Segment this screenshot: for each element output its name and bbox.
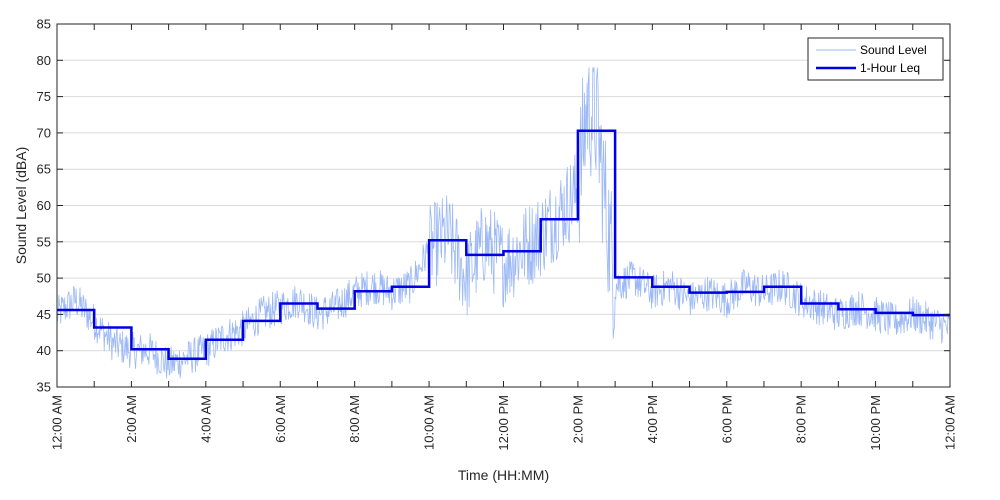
x-tick-label: 10:00 AM (422, 395, 437, 450)
x-tick-label: 10:00 PM (868, 395, 883, 451)
x-tick-label: 8:00 PM (794, 395, 809, 443)
legend-label-hourly-leq: 1-Hour Leq (860, 61, 920, 75)
x-tick-label: 8:00 AM (347, 395, 362, 443)
y-tick-label: 80 (37, 53, 51, 68)
y-tick-label: 85 (37, 17, 51, 32)
x-tick-label: 6:00 AM (273, 395, 288, 443)
y-tick-label: 45 (37, 307, 51, 322)
x-tick-label: 4:00 PM (645, 395, 660, 443)
x-tick-label: 4:00 AM (198, 395, 213, 443)
y-tick-label: 40 (37, 343, 51, 358)
y-tick-label: 50 (37, 271, 51, 286)
y-axis-label: Sound Level (dBA) (13, 147, 29, 265)
y-tick-label: 75 (37, 89, 51, 104)
y-tick-label: 55 (37, 234, 51, 249)
y-tick-label: 70 (37, 125, 51, 140)
legend-box (807, 37, 944, 81)
y-tick-labels: 35 40 45 50 55 60 65 70 75 80 85 (37, 17, 51, 395)
legend: Sound Level 1-Hour Leq (807, 37, 944, 81)
x-tick-labels: 12:00 AM 2:00 AM 4:00 AM 6:00 AM 8:00 AM 10:0… (50, 395, 958, 451)
y-tick-label: 60 (37, 198, 51, 213)
x-tick-label: 12:00 AM (50, 395, 65, 450)
hourly-leq-line (57, 129, 950, 360)
x-tick-label: 2:00 PM (570, 395, 585, 443)
y-tick-label: 65 (37, 162, 51, 177)
x-axis-label: Time (HH:MM) (458, 467, 549, 483)
legend-label-sound-level: Sound Level (860, 43, 927, 57)
x-tick-label: 12:00 PM (496, 395, 511, 451)
x-tick-label: 6:00 PM (719, 395, 734, 443)
axis-ticks (56, 23, 951, 388)
x-tick-label: 2:00 AM (124, 395, 139, 443)
hourly-leq-series (57, 129, 950, 360)
y-tick-label: 35 (37, 380, 51, 395)
x-tick-label: 12:00 AM (943, 395, 958, 450)
